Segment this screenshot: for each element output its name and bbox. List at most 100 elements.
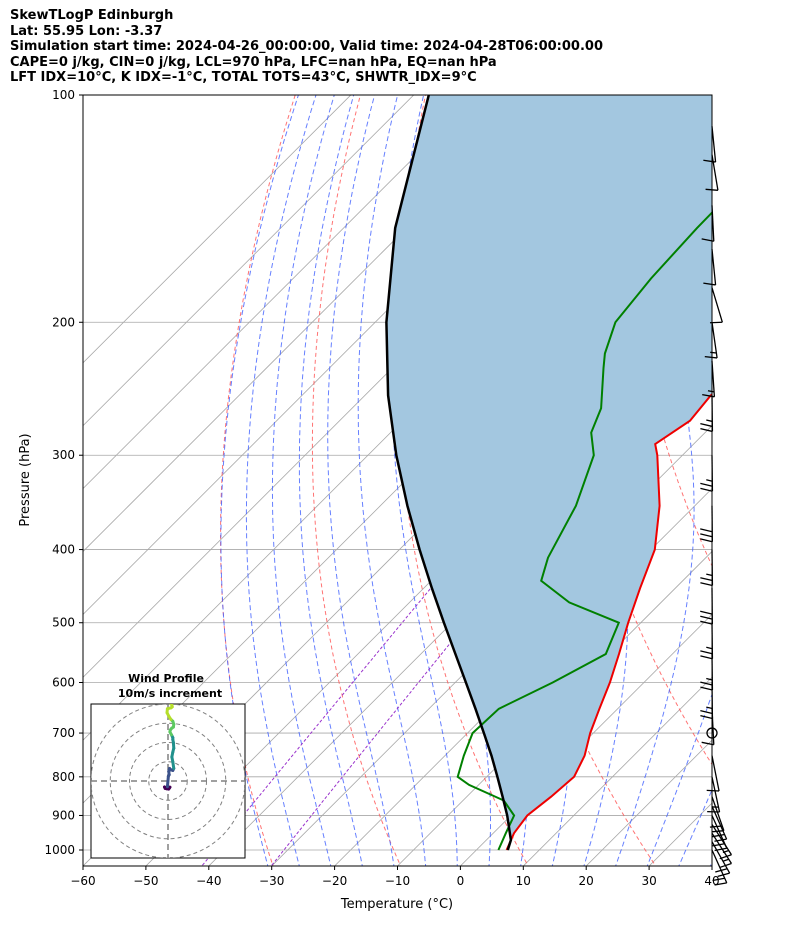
header: SkewTLogP Edinburgh Lat: 55.95 Lon: -3.3… [10, 8, 790, 86]
y-tick-label: 800 [52, 770, 75, 784]
wind-barb [700, 505, 714, 543]
wind-barb-half-flag [706, 706, 713, 710]
x-tick-label: −30 [259, 874, 284, 888]
moist-adiabat [646, 692, 712, 866]
parcel-line [385, 95, 513, 851]
x-tick-label: 30 [641, 874, 656, 888]
parcel-shading [386, 95, 712, 850]
hodograph-trace-segment [165, 774, 170, 789]
wind-barb-flag [700, 487, 713, 492]
wind-barb-flag [700, 615, 713, 620]
wind-barb-flag [700, 681, 713, 686]
wind-barb-staff [711, 249, 717, 285]
isotherm-line [83, 95, 352, 364]
wind-barb-half-flag [722, 858, 729, 862]
moist-adiabat [357, 95, 427, 866]
convective-params-line: CAPE=0 j/kg, CIN=0 j/kg, LCL=970 hPa, LF… [10, 54, 497, 70]
y-tick-label: 100 [52, 88, 75, 102]
wind-barb-flag [700, 422, 713, 428]
wind-barb-flag [700, 715, 713, 720]
wind-barb [700, 622, 714, 660]
wind-barb-flag [717, 872, 730, 877]
wind-barb-half-flag [706, 677, 713, 681]
moist-adiabat [615, 95, 695, 866]
isotherm-line [271, 425, 712, 866]
wind-barb [707, 776, 721, 813]
y-tick-label: 700 [52, 726, 75, 740]
wind-barb [711, 832, 733, 869]
moist-adiabat [327, 95, 395, 866]
wind-barb-staff [711, 287, 723, 323]
wind-barb-flag [714, 847, 727, 852]
location-line: Lat: 55.95 Lon: -3.37 [10, 23, 163, 39]
wind-barb-flag [714, 838, 727, 842]
wind-barb-flag [706, 789, 720, 792]
moist-adiabat [220, 95, 299, 866]
x-tick-label: 0 [457, 874, 465, 888]
wind-barb-staff [711, 815, 728, 849]
y-tick-label: 300 [52, 448, 75, 462]
hodograph-subtitle: 10m/s increment [118, 687, 222, 700]
wind-barb-half-flag [722, 849, 729, 854]
wind-barb [711, 849, 728, 886]
wind-barb [711, 841, 731, 877]
y-tick-label: 400 [52, 543, 75, 557]
wind-barb-flag [719, 862, 732, 869]
y-tick-label: 600 [52, 676, 75, 690]
x-axis-ticks: −60 −50 −40 −30 −20 −10 0 10 20 30 40 [70, 866, 720, 888]
temperature-line [505, 393, 712, 851]
wind-barb-flag [700, 655, 713, 660]
wind-barb [706, 755, 720, 792]
wind-barb-flag [700, 528, 713, 533]
wind-barb-staff [711, 796, 725, 831]
x-tick-label: 20 [579, 874, 594, 888]
isotherm-line [83, 95, 478, 490]
profile-lines [385, 95, 712, 851]
y-tick-label: 200 [52, 315, 75, 329]
dry-adiabat [397, 95, 529, 866]
wind-barb-staff [711, 755, 720, 792]
wind-barb-flag [711, 830, 724, 833]
isotherm-line [711, 865, 712, 866]
stability-indices-line: LFT IDX=10°C, K IDX=-1°C, TOTAL TOTS=43°… [10, 70, 477, 86]
wind-barb-half-flag [706, 573, 713, 577]
wind-barb-staff [711, 841, 731, 874]
dewpoint-line [456, 211, 712, 851]
wind-barb-flag [700, 710, 713, 715]
wind-barb-staff [711, 322, 718, 359]
wind-barb-flag [700, 582, 713, 587]
wind-barb-flag [703, 159, 716, 163]
x-tick-label: −60 [70, 874, 95, 888]
cin-area [386, 95, 712, 850]
wind-barb [703, 126, 717, 163]
wind-barb-half-flag [706, 646, 713, 650]
wind-barb [700, 455, 714, 492]
wind-barb-flag [712, 843, 725, 847]
wind-barb-flag [700, 577, 713, 582]
wind-barb-flag [719, 854, 732, 860]
dry-adiabat [750, 78, 794, 869]
wind-barb [711, 815, 728, 852]
moist-adiabat [245, 95, 317, 866]
wind-barb-flag [700, 686, 713, 691]
wind-barb [700, 549, 714, 587]
time-line: Simulation start time: 2024-04-26_00:00:… [10, 39, 603, 55]
wind-barb-half-flag [706, 479, 713, 482]
moist-adiabat [271, 95, 335, 866]
hodograph-title: Wind Profile [128, 672, 204, 685]
isotherm-line [334, 488, 712, 866]
wind-barb-staff [711, 849, 728, 884]
y-axis-label: Pressure (hPa) [18, 433, 33, 526]
moist-adiabat [678, 788, 712, 866]
x-tick-label: 40 [704, 874, 719, 888]
wind-barb-staff [711, 832, 733, 864]
wind-barb-flag [712, 833, 725, 838]
x-axis-label: Temperature (°C) [340, 897, 453, 912]
x-tick-label: −20 [322, 874, 347, 888]
mixing-ratio-line [270, 322, 712, 866]
wind-barb-flag [704, 355, 718, 359]
y-tick-label: 1000 [44, 843, 75, 857]
wind-barb-flag [715, 868, 728, 873]
wind-barb-flag [712, 877, 725, 882]
wind-barb-half-flag [710, 351, 717, 354]
